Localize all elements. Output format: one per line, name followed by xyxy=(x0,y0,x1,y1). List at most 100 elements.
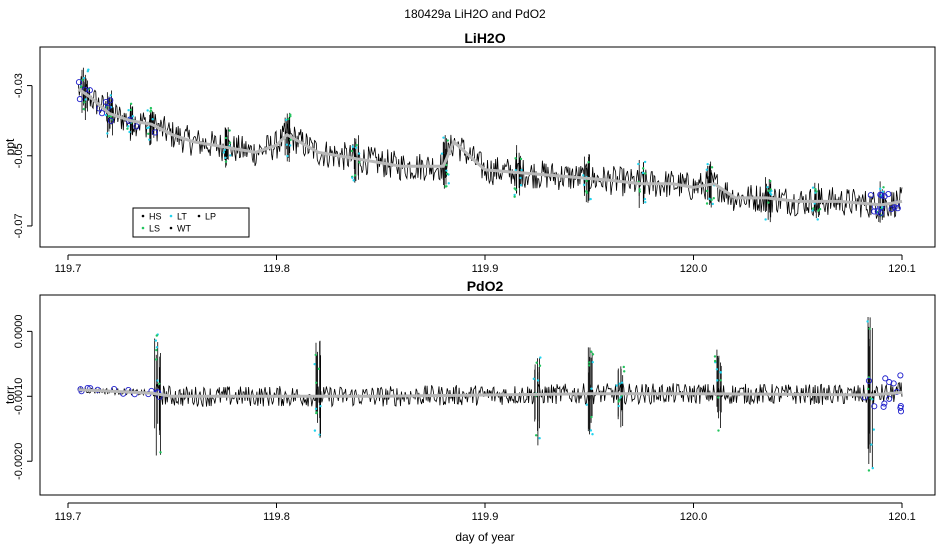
p1-y-tick-label: -0.0010 xyxy=(13,378,25,415)
p0-spike-dot xyxy=(811,209,814,212)
p0-spike-dot xyxy=(520,168,523,172)
p0-marker-circle xyxy=(888,205,895,212)
p0-marker-circle xyxy=(76,96,83,103)
p0-spike-dot xyxy=(149,110,152,113)
panel-lih2o-frame xyxy=(39,46,936,248)
p0-spike-dot xyxy=(447,182,450,185)
p1-y-tick-label: -0.0020 xyxy=(13,443,25,480)
p0-spike-dot xyxy=(712,197,715,200)
p0-spike-dot xyxy=(127,125,130,128)
p0-spike-dot xyxy=(104,113,108,117)
p1-spike-dot xyxy=(716,379,719,382)
p1-spike-dot xyxy=(155,348,158,352)
p0-spike-dot xyxy=(146,109,149,112)
p1-marker-circle xyxy=(886,395,893,402)
p0-spike-dot xyxy=(129,108,133,112)
p0-spike-dot xyxy=(513,193,516,197)
p1-spike-dot xyxy=(159,451,162,454)
p0-spike-dot xyxy=(880,206,884,209)
p1-x-tick-label: 119.9 xyxy=(472,511,499,523)
p0-spike-dot xyxy=(80,85,83,89)
p0-spike-dot xyxy=(710,198,713,202)
p1-spike-dot xyxy=(713,355,717,358)
p0-x-tick-label: 120.1 xyxy=(888,263,916,275)
p0-spike-dot xyxy=(705,189,709,193)
p1-spike-dot xyxy=(713,359,717,363)
p0-spike-dot xyxy=(228,129,231,132)
p1-spike-dot xyxy=(620,381,624,384)
p0-spike-dot xyxy=(582,174,585,177)
p0-marker-circle xyxy=(151,129,159,136)
p0-spike-dot xyxy=(769,179,772,183)
p0-spike-dot xyxy=(351,176,354,179)
p1-spike-dot xyxy=(619,396,622,399)
figure-title: 180429a LiH2O and PdO2 xyxy=(404,7,546,21)
p1-spike-dot xyxy=(622,365,625,369)
p1-spike-dot xyxy=(315,411,318,415)
p1-spike-dot xyxy=(871,398,874,401)
p0-marker-circle xyxy=(894,205,901,212)
panel-lih2o-data xyxy=(75,67,903,223)
p1-spike-dot xyxy=(156,379,159,382)
p1-spike-dot xyxy=(314,353,317,357)
panel-lih2o-title: LiH2O xyxy=(464,30,505,46)
p0-spike-dot xyxy=(87,68,90,71)
p0-marker-circle xyxy=(891,204,898,211)
legend-marker-wt xyxy=(169,226,173,230)
p0-spike-dot xyxy=(644,200,647,204)
p0-spike-dot xyxy=(643,160,647,164)
p0-spike-dot xyxy=(445,169,448,172)
p0-spike-dot xyxy=(708,197,711,201)
p0-x-tick-label: 119.9 xyxy=(472,263,499,275)
p0-spike-dot xyxy=(643,197,647,201)
p1-spike-dot xyxy=(617,404,620,408)
legend-label-hs: HS xyxy=(149,212,162,222)
p0-spike-dot xyxy=(223,148,226,152)
p0-spike-dot xyxy=(83,101,86,104)
p1-spike-dot xyxy=(588,361,591,364)
p1-spike-dot xyxy=(538,437,541,440)
p1-spike-dot xyxy=(317,367,321,371)
p0-spike-dot xyxy=(882,186,885,189)
legend-marker-ls xyxy=(141,226,145,230)
p1-spike-dot xyxy=(590,415,593,419)
p1-spike-dot xyxy=(591,433,594,436)
p0-marker-circle xyxy=(107,117,114,124)
p0-spike-dot xyxy=(764,218,767,221)
legend-marker-hs xyxy=(141,214,145,218)
p0-spike-dot xyxy=(770,193,773,196)
p0-spike-dot xyxy=(641,167,645,170)
p0-marker-circle xyxy=(867,192,874,199)
p0-spike-dot xyxy=(519,157,523,161)
panel-pdo2-title: PdO2 xyxy=(467,278,504,294)
p0-spike-dot xyxy=(228,141,232,145)
p0-spike-dot xyxy=(446,139,449,142)
p1-marker-circle xyxy=(881,400,888,407)
p0-spike-dot xyxy=(811,186,815,189)
p1-spike-dot xyxy=(535,361,538,364)
p0-spike-dot xyxy=(445,185,448,188)
p1-spike-dot xyxy=(623,370,626,373)
legend-box xyxy=(132,207,250,238)
p0-spike-dot xyxy=(149,106,153,110)
p0-spike-dot xyxy=(131,115,135,118)
p0-spike-dot xyxy=(222,151,226,154)
p1-spike-dot xyxy=(313,362,316,366)
p0-spike-dot xyxy=(106,132,109,135)
p0-spike-dot xyxy=(82,76,86,80)
p1-spike-dot xyxy=(715,368,719,371)
panel-pdo2-ylabel: torr xyxy=(3,386,17,404)
p0-marker-circle xyxy=(133,123,140,130)
p0-spike-dot xyxy=(289,144,292,147)
p1-spike-dot xyxy=(319,404,322,408)
p0-spike-dot xyxy=(107,114,111,118)
p0-spike-dot xyxy=(818,207,822,211)
p1-spike-dot xyxy=(872,428,876,431)
p0-spike-dot xyxy=(585,190,588,193)
p1-spike-dot xyxy=(315,381,318,385)
p0-spike-dot xyxy=(146,126,149,130)
p1-y-tick-label: 0.0000 xyxy=(13,315,25,349)
p0-spike-dot xyxy=(587,160,590,164)
p1-spike-dot xyxy=(590,350,593,353)
p0-spike-dot xyxy=(289,113,292,116)
